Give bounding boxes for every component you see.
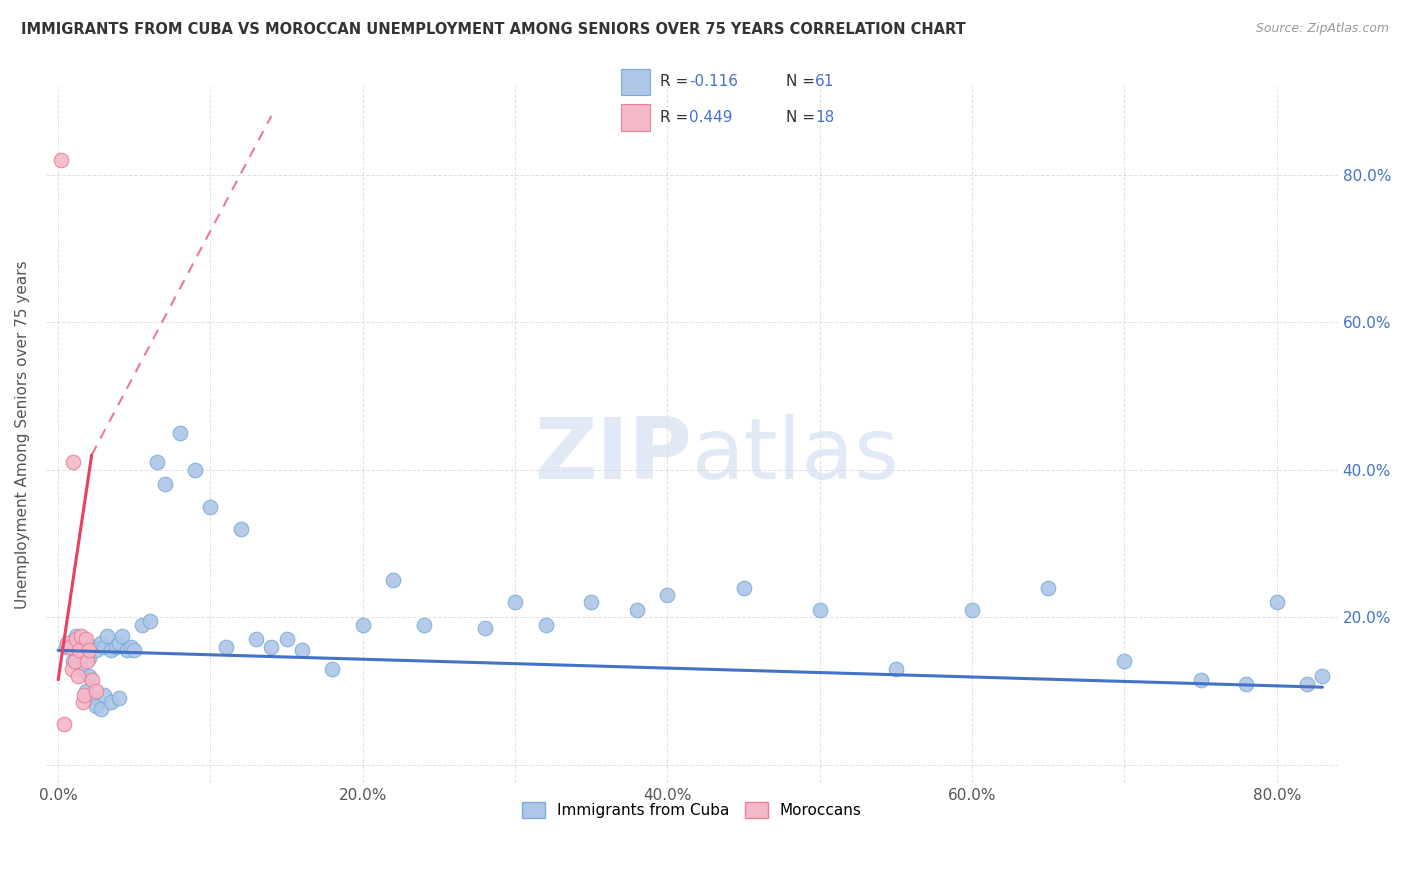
Point [1234, 676, 1257, 690]
Point [657, 588, 679, 602]
Text: Source: ZipAtlas.com: Source: ZipAtlas.com [1256, 22, 1389, 36]
Text: 0.449: 0.449 [689, 110, 733, 125]
Point [84, 643, 107, 657]
Point [321, 662, 343, 676]
Point [77, 650, 100, 665]
Point [75, 636, 97, 650]
Point [534, 617, 557, 632]
Point [65, 629, 87, 643]
Point [80, 640, 103, 654]
Text: 61: 61 [815, 74, 835, 89]
Point [503, 595, 526, 609]
Point [76, 654, 98, 668]
Point [108, 636, 131, 650]
Point [626, 603, 648, 617]
Text: R =: R = [661, 74, 693, 89]
Point [169, 425, 191, 440]
Point [215, 640, 238, 654]
Point [412, 617, 434, 632]
Point [84, 684, 107, 698]
Point [1114, 654, 1136, 668]
Point [960, 603, 983, 617]
Point [55, 640, 77, 654]
Point [115, 643, 138, 657]
Point [75, 684, 97, 698]
Point [131, 617, 153, 632]
Point [93, 688, 115, 702]
Point [111, 629, 134, 643]
Point [77, 643, 100, 657]
Point [96, 629, 118, 643]
Text: -0.116: -0.116 [689, 74, 738, 89]
Point [93, 640, 115, 654]
Point [63, 654, 86, 668]
Point [1312, 669, 1334, 683]
Point [291, 643, 314, 657]
Point [62, 455, 84, 469]
Point [808, 603, 831, 617]
Point [100, 695, 122, 709]
Point [276, 632, 298, 647]
Text: IMMIGRANTS FROM CUBA VS MOROCCAN UNEMPLOYMENT AMONG SENIORS OVER 75 YEARS CORREL: IMMIGRANTS FROM CUBA VS MOROCCAN UNEMPLO… [21, 22, 966, 37]
Legend: Immigrants from Cuba, Moroccans: Immigrants from Cuba, Moroccans [516, 796, 868, 824]
Point [153, 477, 176, 491]
Text: N =: N = [786, 110, 820, 125]
Point [66, 669, 89, 683]
Point [108, 691, 131, 706]
Point [1189, 673, 1212, 687]
Point [84, 698, 107, 713]
Point [100, 643, 122, 657]
Point [260, 640, 283, 654]
Text: 18: 18 [815, 110, 835, 125]
Point [62, 654, 84, 668]
Point [69, 643, 91, 657]
Point [733, 581, 755, 595]
Point [80, 691, 103, 706]
Point [581, 595, 603, 609]
Point [245, 632, 267, 647]
Y-axis label: Unemployment Among Seniors over 75 years: Unemployment Among Seniors over 75 years [15, 260, 30, 609]
Point [884, 662, 907, 676]
Point [105, 640, 128, 654]
Point [90, 636, 112, 650]
Text: ZIP: ZIP [534, 414, 692, 497]
Point [77, 669, 100, 683]
FancyBboxPatch shape [621, 69, 651, 95]
Point [382, 574, 405, 588]
Point [184, 463, 207, 477]
Point [80, 673, 103, 687]
Point [1296, 676, 1319, 690]
Point [73, 688, 96, 702]
Text: N =: N = [786, 74, 820, 89]
Point [90, 702, 112, 716]
Point [70, 643, 93, 657]
Point [59, 640, 82, 654]
Point [474, 621, 496, 635]
Point [65, 632, 87, 647]
Point [138, 614, 160, 628]
Point [1038, 581, 1060, 595]
Point [75, 632, 97, 647]
Text: R =: R = [661, 110, 693, 125]
FancyBboxPatch shape [621, 104, 651, 130]
Point [70, 629, 93, 643]
Point [146, 455, 169, 469]
Text: atlas: atlas [692, 414, 900, 497]
Point [120, 640, 142, 654]
Point [70, 662, 93, 676]
Point [53, 717, 76, 731]
Point [352, 617, 374, 632]
Point [72, 695, 94, 709]
Point [229, 522, 252, 536]
Point [51, 153, 73, 167]
Point [56, 636, 79, 650]
Point [124, 643, 146, 657]
Point [200, 500, 222, 514]
Point [60, 662, 83, 676]
Point [1265, 595, 1288, 609]
